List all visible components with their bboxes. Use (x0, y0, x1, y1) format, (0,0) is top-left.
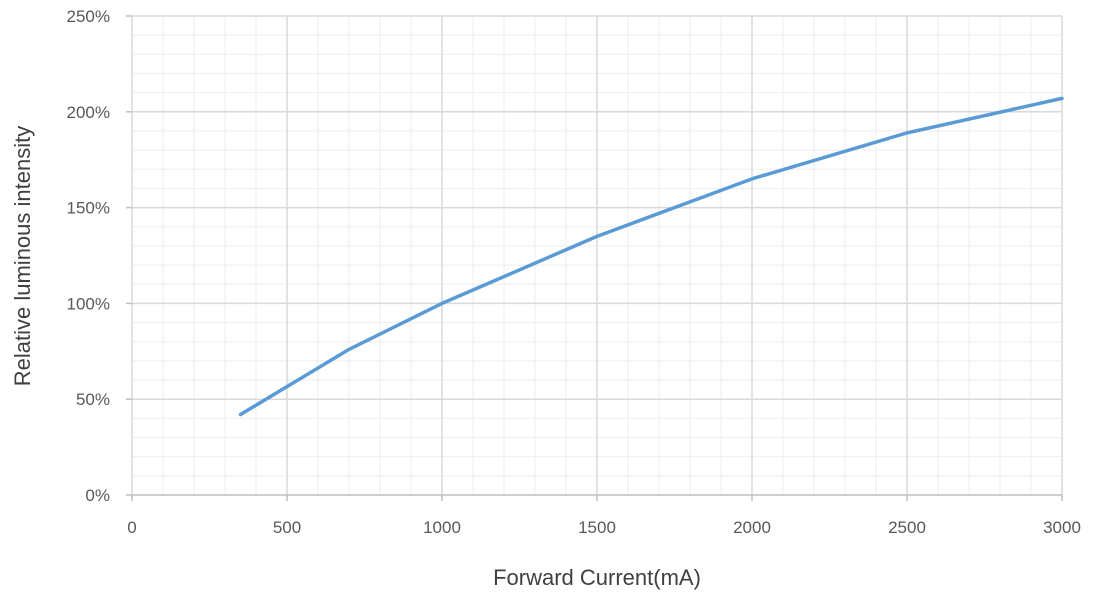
x-tick-label: 500 (273, 518, 301, 537)
x-axis-title: Forward Current(mA) (493, 565, 701, 590)
x-tick-label: 2000 (733, 518, 771, 537)
major-gridlines (131, 15, 1063, 495)
axis-ticks (126, 15, 1063, 501)
x-tick-label: 3000 (1043, 518, 1081, 537)
series-line (238, 96, 1064, 417)
y-tick-label: 150% (67, 199, 110, 218)
y-tick-label: 200% (67, 103, 110, 122)
y-axis-title: Relative luminous intensity (10, 126, 35, 386)
y-tick-labels: 0% 50% 100% 150% 200% 250% (67, 7, 110, 505)
y-tick-label: 250% (67, 7, 110, 26)
series-group (238, 96, 1064, 417)
x-tick-label: 1000 (423, 518, 461, 537)
x-tick-label: 2500 (888, 518, 926, 537)
y-tick-label: 0% (85, 486, 110, 505)
x-tick-labels: 0 500 1000 1500 2000 2500 3000 (127, 518, 1081, 537)
y-tick-label: 50% (76, 390, 110, 409)
x-tick-label: 1500 (578, 518, 616, 537)
y-tick-label: 100% (67, 294, 110, 313)
x-tick-label: 0 (127, 518, 136, 537)
